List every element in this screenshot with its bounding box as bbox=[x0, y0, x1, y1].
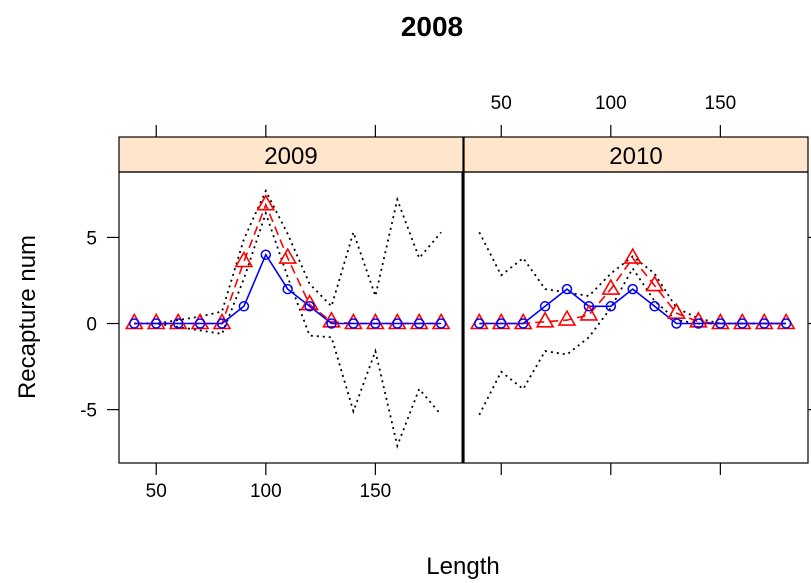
predicted-point bbox=[711, 312, 730, 330]
observed-point bbox=[671, 318, 682, 329]
observed-point bbox=[392, 318, 403, 329]
observed-point bbox=[737, 318, 748, 329]
observed-point bbox=[780, 318, 792, 329]
strip-2009 bbox=[118, 136, 464, 173]
predicted-point bbox=[776, 312, 796, 330]
upper-line bbox=[134, 188, 442, 325]
x-axis-title: Length bbox=[426, 553, 499, 580]
x-tick-label: 100 bbox=[250, 481, 282, 502]
observed-point bbox=[715, 318, 726, 329]
observed-point bbox=[348, 318, 359, 329]
predicted-point bbox=[366, 312, 385, 330]
observed-point bbox=[370, 318, 381, 329]
predicted-point bbox=[146, 312, 166, 330]
predicted-point bbox=[689, 311, 708, 328]
predicted-point bbox=[601, 278, 621, 295]
plot-area bbox=[469, 231, 796, 416]
observed-point bbox=[517, 318, 529, 329]
predicted-point bbox=[623, 247, 643, 264]
predicted-point bbox=[491, 312, 511, 330]
panel-2009: 2009 50 100 150 -5 0 5 bbox=[80, 125, 464, 502]
plot-frame bbox=[463, 171, 809, 464]
predicted-point bbox=[579, 304, 599, 321]
predicted-point bbox=[535, 311, 555, 328]
predicted-point bbox=[469, 312, 489, 330]
predicted-point bbox=[732, 312, 752, 330]
x-tick-label: 50 bbox=[491, 93, 512, 114]
plot-area bbox=[124, 188, 451, 449]
observed-line bbox=[134, 252, 442, 325]
predicted-point bbox=[256, 194, 276, 211]
y-tick-label: 0 bbox=[86, 315, 97, 336]
predicted-point bbox=[645, 274, 664, 292]
y-tick-label: 5 bbox=[86, 228, 97, 249]
observed-point bbox=[583, 301, 595, 312]
observed-point bbox=[194, 318, 206, 329]
predicted-point bbox=[124, 312, 144, 330]
predicted-point bbox=[300, 293, 319, 311]
observed-point bbox=[129, 318, 140, 329]
x-tick-label: 50 bbox=[146, 481, 167, 502]
observed-point bbox=[758, 318, 770, 329]
chart-title: 2008 bbox=[401, 11, 463, 42]
observed-point bbox=[216, 318, 228, 329]
observed-point bbox=[282, 283, 293, 295]
predicted-point bbox=[344, 312, 363, 330]
predicted-point bbox=[234, 250, 254, 268]
x-tick-label: 150 bbox=[360, 481, 392, 502]
predicted-point bbox=[168, 312, 188, 330]
upper-line bbox=[478, 231, 787, 325]
predicted-point bbox=[667, 302, 686, 320]
observed-point bbox=[649, 301, 660, 312]
strip-label: 2009 bbox=[264, 143, 317, 170]
predicted-point bbox=[387, 312, 407, 330]
observed-line bbox=[479, 288, 787, 325]
observed-point bbox=[627, 283, 638, 295]
observed-point bbox=[495, 318, 507, 329]
observed-point bbox=[435, 318, 447, 329]
observed-point bbox=[693, 318, 704, 329]
observed-point bbox=[561, 283, 573, 295]
observed-point bbox=[304, 301, 315, 312]
x-tick-label: 150 bbox=[705, 93, 737, 114]
observed-point bbox=[238, 301, 250, 312]
observed-point bbox=[413, 318, 425, 329]
predicted-point bbox=[278, 247, 298, 264]
panels: 2009 50 100 150 -5 0 5 2010 50 100 150 bbox=[80, 93, 811, 502]
plot-frame bbox=[118, 171, 464, 464]
observed-point bbox=[605, 301, 617, 312]
lower-line bbox=[478, 266, 787, 416]
strip-label: 2010 bbox=[609, 143, 662, 170]
predicted-point bbox=[322, 311, 341, 328]
predicted-line bbox=[134, 202, 442, 325]
observed-point bbox=[326, 318, 337, 329]
observed-point bbox=[150, 318, 162, 329]
observed-point bbox=[172, 318, 184, 329]
observed-point bbox=[539, 301, 551, 312]
x-tick-label: 100 bbox=[595, 93, 627, 114]
panel-2010: 2010 50 100 150 bbox=[463, 93, 811, 475]
predicted-point bbox=[557, 309, 577, 326]
predicted-point bbox=[754, 312, 774, 330]
predicted-point bbox=[513, 312, 533, 330]
y-tick-label: -5 bbox=[80, 401, 97, 422]
predicted-point bbox=[409, 312, 429, 330]
y-axis-title: Recapture num bbox=[14, 235, 41, 399]
predicted-point bbox=[431, 312, 451, 330]
observed-point bbox=[474, 318, 485, 329]
predicted-line bbox=[479, 256, 787, 325]
observed-point bbox=[260, 249, 272, 260]
